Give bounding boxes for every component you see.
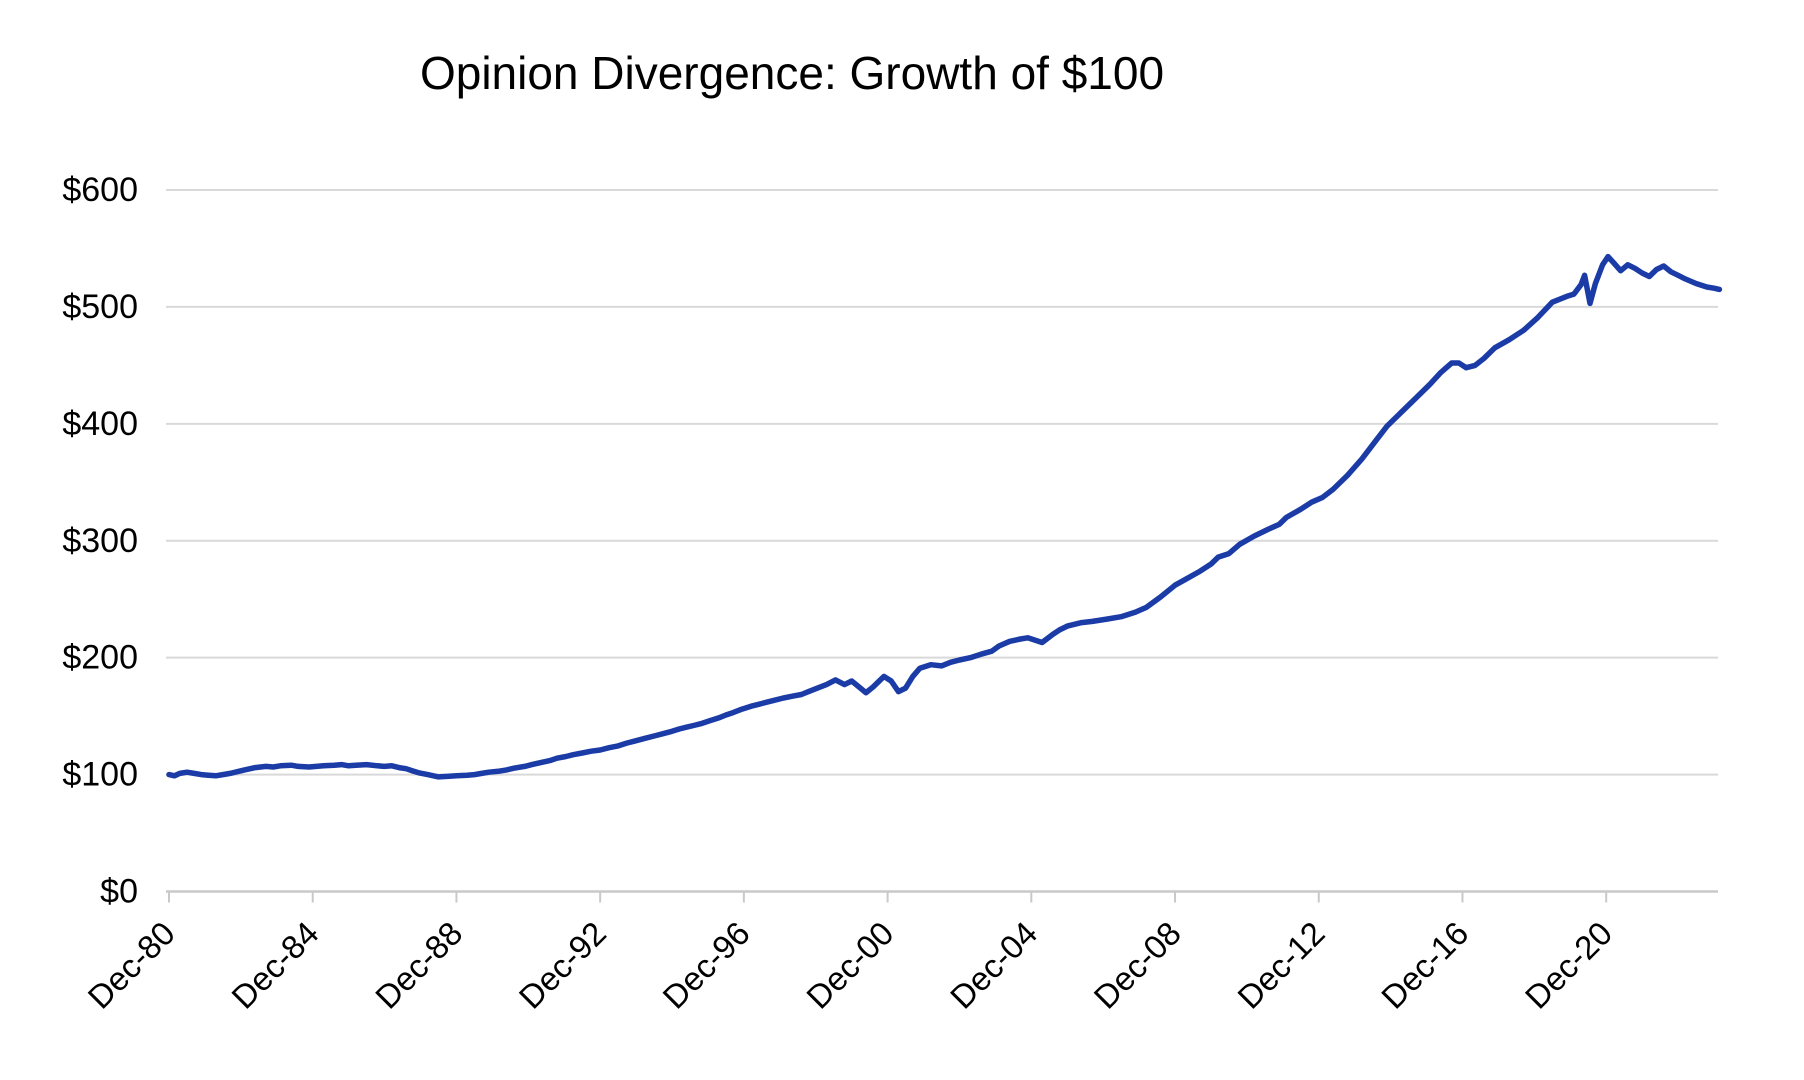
x-axis-label: Dec-08 — [1087, 914, 1188, 1015]
x-axis-label: Dec-88 — [368, 914, 469, 1015]
y-axis-label: $500 — [62, 288, 138, 326]
y-axis-label: $200 — [62, 639, 138, 677]
x-axis-label: Dec-00 — [799, 914, 900, 1015]
y-axis-label: $0 — [100, 873, 138, 911]
y-axis-label: $600 — [62, 171, 138, 209]
y-axis-label: $400 — [62, 405, 138, 443]
x-axis-label: Dec-84 — [224, 914, 325, 1015]
x-axis-label: Dec-16 — [1374, 914, 1475, 1015]
y-axis-label: $100 — [62, 756, 138, 794]
x-axis-label: Dec-80 — [81, 914, 182, 1015]
x-axis-label: Dec-92 — [512, 914, 613, 1015]
x-axis-label: Dec-20 — [1518, 914, 1619, 1015]
data-line — [166, 253, 1723, 780]
x-axis-label: Dec-96 — [655, 914, 756, 1015]
x-axis-label: Dec-04 — [943, 914, 1044, 1015]
x-axis-label: Dec-12 — [1230, 914, 1331, 1015]
y-axis-label: $300 — [62, 522, 138, 560]
chart-title: Opinion Divergence: Growth of $100 — [419, 47, 1165, 99]
